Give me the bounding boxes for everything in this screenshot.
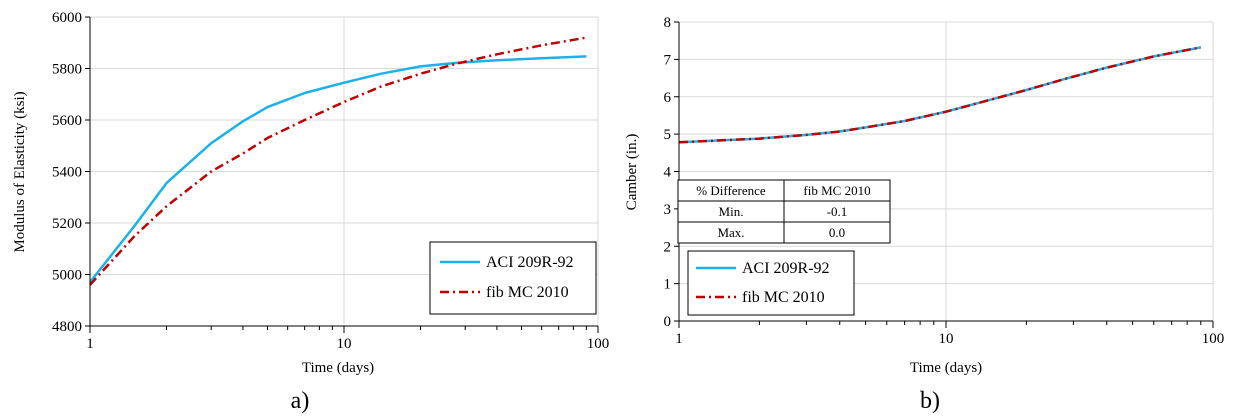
chart-a-x-tick-label: 1 — [86, 336, 94, 352]
chart-b-y-tick-label: 3 — [664, 202, 672, 218]
chart-a-series-line-aci — [89, 55, 587, 283]
chart-b-table-cell: 0.0 — [829, 225, 845, 240]
chart-b-x-tick-label: 10 — [939, 331, 954, 347]
chart-b-y-tick-labels: 0 1 2 3 4 5 6 7 8 — [664, 15, 672, 330]
chart-b-table-header: fib MC 2010 — [803, 183, 870, 198]
chart-b-axes — [674, 21, 1214, 328]
chart-b-x-tick-labels: 1 10 100 — [675, 331, 1224, 347]
chart-a-y-tick-label: 5400 — [52, 165, 82, 181]
chart-a-x-axis-label: Time (days) — [302, 360, 374, 376]
chart-b-legend: ACI 209R-92 fib MC 2010 — [687, 250, 855, 316]
chart-b-x-tick-label: 100 — [1202, 331, 1225, 347]
chart-a-x-tick-label: 10 — [337, 336, 352, 352]
chart-b-series-line-fib — [678, 46, 1202, 144]
chart-a-y-tick-label: 6000 — [52, 10, 82, 26]
chart-a: 4800 5000 5200 5400 5600 5800 6000 1 10 100 Time… — [12, 10, 609, 414]
chart-b-y-tick-label: 7 — [664, 52, 672, 68]
chart-b-panel-label: b) — [920, 388, 940, 414]
chart-a-series — [89, 36, 587, 286]
chart-b-y-tick-label: 0 — [664, 314, 672, 330]
chart-b-x-tick-label: 1 — [675, 331, 683, 347]
chart-a-legend-label-fib: fib MC 2010 — [486, 284, 569, 301]
chart-a-panel-label: a) — [291, 388, 310, 414]
chart-b-table-cell: Min. — [719, 204, 744, 219]
chart-b-table-header: % Difference — [696, 183, 766, 198]
chart-b-series-line-aci — [678, 46, 1202, 144]
chart-a-legend-label-aci: ACI 209R-92 — [486, 254, 574, 271]
chart-a-y-tick-label: 5600 — [52, 113, 82, 129]
chart-b-legend-label-aci: ACI 209R-92 — [742, 260, 830, 277]
chart-b-y-tick-label: 5 — [664, 127, 672, 143]
chart-a-axes — [85, 16, 599, 333]
chart-a-y-tick-label: 4800 — [52, 319, 82, 335]
chart-a-y-tick-label: 5000 — [52, 268, 82, 284]
chart-b-y-tick-label: 1 — [664, 277, 672, 293]
chart-b-legend-box — [687, 250, 855, 316]
chart-a-series-line-fib — [89, 36, 587, 286]
chart-b-x-axis-label: Time (days) — [910, 360, 982, 376]
chart-a-x-tick-labels: 1 10 100 — [86, 336, 609, 352]
chart-b-y-axis-label: Camber (in.) — [624, 134, 640, 211]
chart-b-legend-label-fib: fib MC 2010 — [742, 289, 825, 306]
chart-a-y-tick-label: 5200 — [52, 216, 82, 232]
chart-b-y-tick-label: 8 — [664, 15, 672, 31]
chart-b-table-cell: -0.1 — [827, 204, 848, 219]
chart-a-legend-box — [429, 241, 597, 315]
chart-a-x-tick-label: 100 — [587, 336, 610, 352]
chart-a-legend: ACI 209R-92 fib MC 2010 — [429, 241, 597, 315]
chart-a-y-axis-label: Modulus of Elasticity (ksi) — [12, 91, 28, 252]
chart-a-y-tick-labels: 4800 5000 5200 5400 5600 5800 6000 — [52, 10, 82, 335]
chart-b-y-tick-label: 6 — [664, 90, 672, 106]
chart-b-difference-table: % Difference fib MC 2010 Min. -0.1 Max. … — [677, 179, 891, 244]
chart-a-gridlines — [89, 16, 599, 327]
chart-b-y-tick-label: 4 — [664, 165, 672, 181]
chart-b-series — [678, 46, 1202, 144]
chart-b-table-cell: Max. — [717, 225, 744, 240]
chart-b-y-tick-label: 2 — [664, 239, 672, 255]
chart-a-y-tick-label: 5800 — [52, 62, 82, 78]
